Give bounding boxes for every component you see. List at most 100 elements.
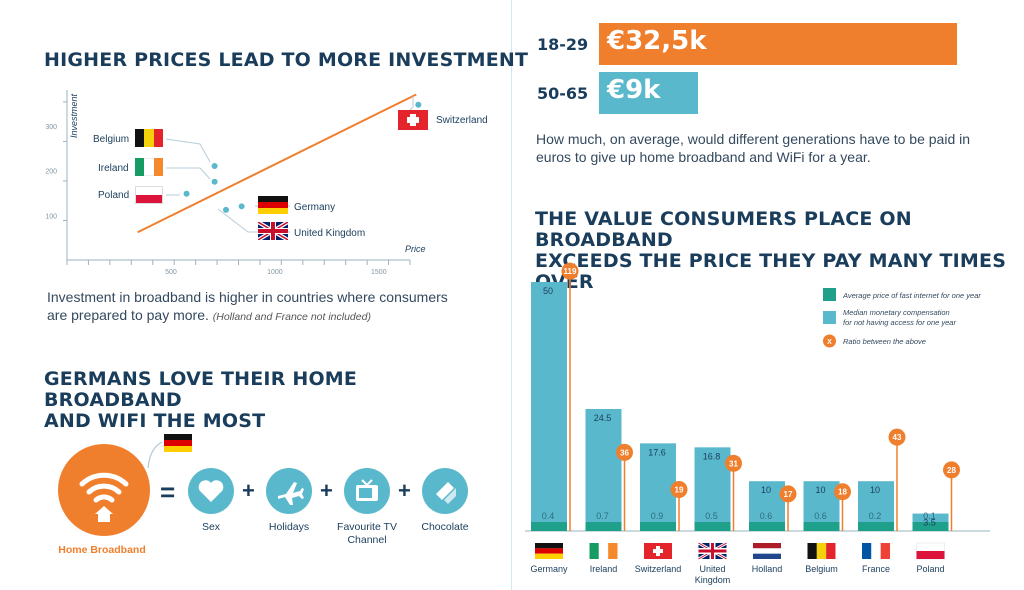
category-label: Ireland [590, 564, 618, 574]
section3-title: THE VALUE CONSUMERS PLACE ON BROADBAND E… [535, 209, 1015, 293]
germany-flag-icon [164, 434, 192, 452]
item-label-tv: Favourite TV Channel [337, 521, 397, 546]
category-label: Kingdom [695, 575, 731, 585]
category-label: France [862, 564, 890, 574]
chocolate-icon [422, 468, 468, 514]
price-value-label: 0.6 [760, 511, 773, 521]
ireland-flag-icon [589, 543, 618, 559]
age-bar-50-65: €9k [599, 72, 698, 114]
flag-stripe [608, 543, 618, 559]
caption-note: (Holland and France not included) [212, 311, 371, 323]
category-label: Belgium [805, 564, 838, 574]
connector-line [147, 441, 163, 469]
compensation-value-label: 50 [543, 286, 553, 296]
category-label: United [699, 564, 725, 574]
bar-marks: 50 0.4 119 Germany 24.5 0.7 36 Ireland 17.6 0.9 19… [525, 262, 990, 585]
label-united-kingdom: United Kingdom [294, 228, 366, 239]
x-tick-label: 1000 [267, 269, 283, 276]
investment-scatter-chart: 500 1000 1500 300 200 100 Price Investment [45, 90, 426, 276]
poland-flag-icon [916, 542, 945, 560]
equals-sign: = [160, 477, 176, 507]
france-flag-icon [862, 543, 890, 559]
label-germany: Germany [294, 202, 336, 213]
price-bar [912, 522, 949, 531]
flag-cross [698, 549, 727, 553]
compensation-value-label: 16.8 [703, 451, 721, 461]
age-label-50-65: 50-65 [537, 84, 589, 103]
vertical-divider [511, 0, 512, 590]
flag-stripe [753, 543, 781, 549]
label-ireland: Ireland [98, 163, 129, 174]
switzerland-flag-icon [398, 110, 428, 130]
section2-title: GERMANS LOVE THEIR HOME BROADBAND AND WI… [44, 369, 484, 432]
flag-stripe [535, 543, 563, 549]
category-label: Poland [916, 564, 944, 574]
ratio-marker [616, 443, 633, 461]
item-label-sex: Sex [201, 521, 221, 533]
plane-icon [266, 468, 312, 514]
belgium-flag-icon [807, 543, 836, 559]
flag-stripe [826, 543, 836, 559]
item-label-holidays: Holidays [268, 521, 310, 533]
price-value-label: 0.1 [923, 511, 936, 521]
flag-stripe [535, 548, 563, 554]
flag-stripe [807, 543, 817, 559]
germany-flag-icon [535, 543, 563, 559]
price-value-label: 0.9 [651, 511, 664, 521]
age-label-18-29: 18-29 [537, 35, 589, 54]
ratio-value-label: 28 [947, 466, 956, 475]
wifi-icon [79, 472, 129, 522]
compensation-value-label: 10 [870, 485, 880, 495]
flag-stripe [753, 553, 781, 559]
leader-line [165, 138, 211, 163]
flag-cross [653, 549, 663, 553]
chart-legend: Average price of fast internet for one y… [823, 288, 981, 348]
price-bar [531, 522, 567, 531]
plus-sign: + [242, 478, 255, 503]
section2-title-line1: GERMANS LOVE THEIR HOME BROADBAND [44, 368, 358, 411]
price-bar [694, 522, 731, 531]
x-axis-label: Price [405, 244, 426, 254]
compensation-value-label: 10 [815, 485, 825, 495]
price-value-label: 0.6 [814, 511, 827, 521]
scatter-point [238, 203, 245, 210]
flag-stripe [880, 543, 890, 559]
flag-stripe [598, 543, 609, 559]
ireland-flag-icon [135, 158, 163, 176]
compensation-bar [694, 447, 731, 531]
price-value-label: 0.4 [542, 511, 555, 521]
holland-flag-icon [753, 543, 781, 559]
price-bar [858, 522, 894, 531]
heart-icon [188, 468, 234, 514]
legend-marker-ratio-text: X [827, 339, 832, 346]
value-bar-chart: 50 0.4 119 Germany 24.5 0.7 36 Ireland 17.6 0.9 19… [525, 262, 990, 585]
ratio-marker [725, 454, 742, 472]
ratio-marker [943, 461, 960, 479]
price-bar [640, 522, 676, 531]
flag-stripe [816, 543, 827, 559]
category-label: Germany [530, 564, 568, 574]
compensation-value-label: 17.6 [648, 447, 666, 457]
section1-title: HIGHER PRICES LEAD TO MORE INVESTMENT [44, 49, 529, 71]
legend-swatch-compensation [823, 311, 836, 324]
switzerland-flag-icon [644, 543, 672, 559]
scatter-axes: 500 1000 1500 300 200 100 [45, 90, 411, 276]
price-value-label: 0.5 [705, 511, 718, 521]
ratio-value-label: 43 [893, 433, 902, 442]
plus-sign: + [320, 478, 333, 503]
leader-line [166, 167, 211, 180]
label-poland: Poland [98, 190, 130, 201]
legend-marker-ratio [823, 334, 836, 348]
compensation-bar [531, 282, 567, 531]
caption-text: Investment in broadband is higher in cou… [47, 289, 448, 323]
flag-stripe [871, 543, 881, 559]
ratio-value-label: 17 [784, 490, 793, 499]
x-tick-label: 1500 [371, 269, 387, 276]
section2-title-line2: AND WIFI THE MOST [44, 410, 266, 432]
belgium-flag-icon [135, 129, 163, 147]
compensation-value-label: 10 [761, 485, 771, 495]
ratio-value-label: 19 [675, 486, 684, 495]
ratio-value-label: 119 [564, 267, 577, 276]
ratio-marker [779, 485, 797, 503]
price-bar [749, 522, 785, 531]
